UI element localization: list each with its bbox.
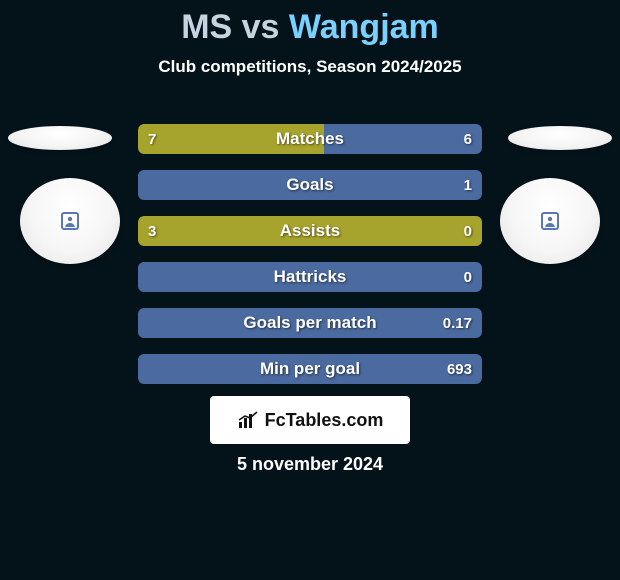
user-icon xyxy=(58,209,82,233)
stat-row: Goals1 xyxy=(138,170,482,200)
player-left-avatar xyxy=(20,178,120,264)
title-vs: vs xyxy=(242,8,280,46)
stat-right-fill xyxy=(138,354,482,384)
stat-left-fill xyxy=(138,216,482,246)
title-player-left: MS xyxy=(181,8,232,46)
stat-row: Goals per match0.17 xyxy=(138,308,482,338)
stat-row: Hattricks0 xyxy=(138,262,482,292)
stats-bars: Matches76 Goals1 Assists30 Hattricks0 Goals … xyxy=(138,124,482,400)
player-right-shadow xyxy=(508,126,612,150)
title-player-right: Wangjam xyxy=(289,8,439,46)
stat-row: Min per goal693 xyxy=(138,354,482,384)
comparison-container: MS vs Wangjam Club competitions, Season … xyxy=(0,0,620,580)
stat-right-fill xyxy=(324,124,482,154)
branding-text: FcTables.com xyxy=(265,410,384,431)
stat-right-fill xyxy=(138,170,482,200)
date-text: 5 november 2024 xyxy=(0,454,620,475)
stat-row: Assists30 xyxy=(138,216,482,246)
stat-row: Matches76 xyxy=(138,124,482,154)
stat-left-fill xyxy=(138,124,324,154)
stat-right-fill xyxy=(138,308,482,338)
page-title: MS vs Wangjam xyxy=(0,0,620,47)
stat-right-fill xyxy=(138,262,482,292)
branding-badge: FcTables.com xyxy=(210,396,410,444)
subtitle: Club competitions, Season 2024/2025 xyxy=(0,57,620,77)
player-left-shadow xyxy=(8,126,112,150)
user-icon xyxy=(538,209,562,233)
chart-icon xyxy=(237,410,259,430)
player-right-avatar xyxy=(500,178,600,264)
